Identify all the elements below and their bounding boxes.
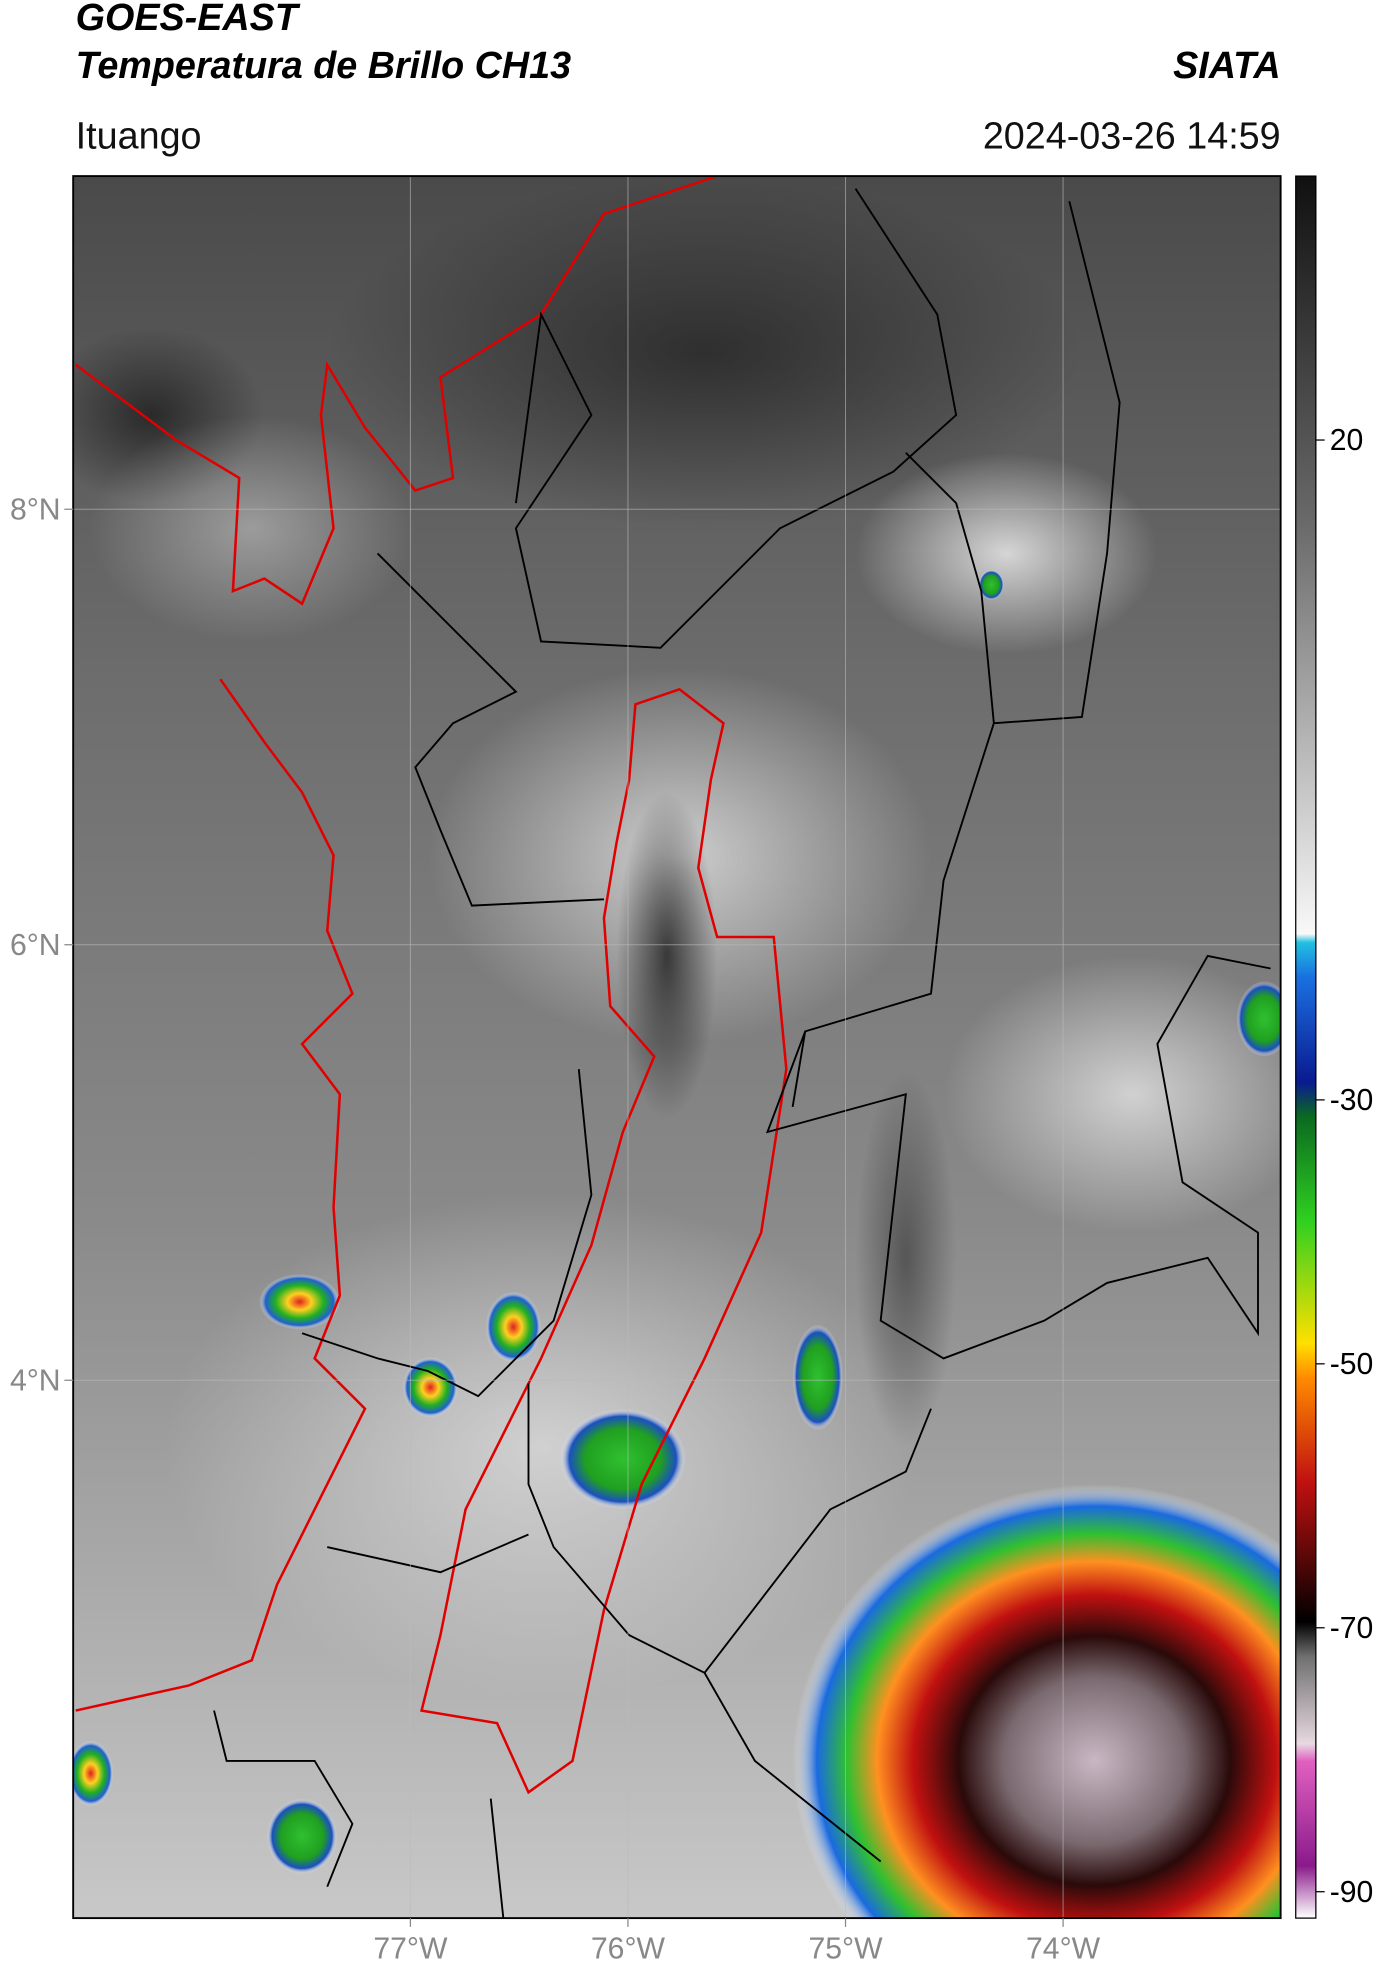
storm-cell (259, 1274, 340, 1330)
x-tick-label: 74°W (1026, 1932, 1101, 1965)
shade (327, 176, 1082, 529)
border (213, 188, 1271, 1919)
storm-cell (73, 1740, 114, 1807)
cloud (855, 452, 1158, 655)
y-tick-label: 8°N (10, 493, 61, 526)
location: Ituango (76, 114, 202, 156)
x-tick-label: 77°W (373, 1932, 448, 1965)
cloud (88, 415, 416, 642)
datetime: 2024-03-26 14:59 (983, 114, 1281, 156)
storm-cell (266, 1798, 338, 1875)
storm-cell (402, 1357, 459, 1418)
storm-cell (485, 1291, 542, 1363)
storm-cell (978, 569, 1004, 600)
storm-cell (1236, 981, 1281, 1057)
satellite-image (73, 176, 1281, 1919)
cloud (163, 1194, 919, 1698)
storm (792, 1484, 1281, 1919)
shade (855, 1069, 957, 1447)
map-frame (72, 175, 1282, 1920)
grid (73, 176, 1281, 1919)
colorbar-tick-label: 20 (1330, 424, 1364, 457)
satellite-title: GOES-EAST (76, 0, 301, 38)
colorbar (1295, 175, 1317, 1919)
y-tick-label: 6°N (10, 929, 61, 962)
colorbar-tick-label: -50 (1330, 1348, 1374, 1381)
storm-cell (559, 1408, 686, 1510)
colorbar-tick-label: -90 (1330, 1876, 1374, 1909)
department-border (420, 687, 788, 1795)
colorbar-tick-label: -70 (1330, 1612, 1374, 1645)
coastline (74, 176, 718, 606)
coastline (75, 678, 367, 1712)
storm-cell (792, 1324, 843, 1431)
product-title: Temperatura de Brillo CH13 (76, 44, 571, 86)
x-tick-label: 75°W (808, 1932, 883, 1965)
shade (616, 792, 718, 1120)
cloud (943, 955, 1281, 1233)
x-tick-label: 76°W (591, 1932, 666, 1965)
y-tick-label: 4°N (10, 1364, 61, 1397)
colorbar-tick-label: -30 (1330, 1084, 1374, 1117)
org-title: SIATA (1173, 44, 1281, 86)
